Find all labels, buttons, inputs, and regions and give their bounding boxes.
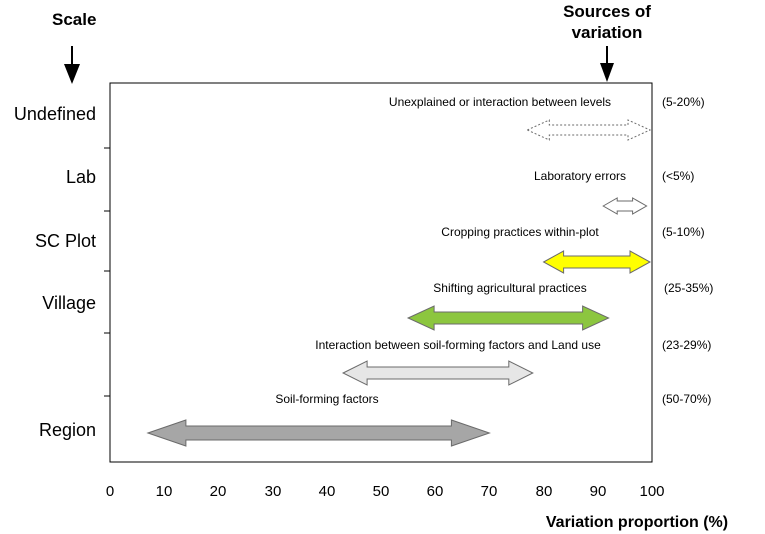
x-axis-tick-labels: 0 10 20 30 40 50 60 70 80 90 100	[106, 483, 665, 500]
x-tick-60: 60	[427, 483, 444, 500]
arrow-soil-forming	[146, 419, 491, 447]
range-label-interaction: (23-29%)	[662, 338, 711, 352]
scale-level-village: Village	[42, 293, 96, 313]
arrow-unexplained	[526, 119, 652, 141]
x-tick-40: 40	[319, 483, 336, 500]
x-tick-30: 30	[265, 483, 282, 500]
plot-frame	[109, 82, 653, 463]
range-label-shifting: (25-35%)	[664, 281, 713, 295]
sources-down-arrow-icon	[600, 46, 614, 82]
scale-header: Scale	[52, 10, 96, 29]
x-tick-50: 50	[373, 483, 390, 500]
source-label-shifting: Shifting agricultural practices	[433, 281, 586, 295]
x-tick-0: 0	[106, 483, 114, 500]
arrow-cropping	[542, 250, 652, 274]
range-label-soil-forming: (50-70%)	[662, 392, 711, 406]
x-axis-label: Variation proportion (%)	[546, 514, 728, 531]
x-tick-70: 70	[481, 483, 498, 500]
range-label-unexplained: (5-20%)	[662, 95, 705, 109]
y-axis-ticks	[104, 147, 110, 397]
x-tick-80: 80	[536, 483, 553, 500]
range-label-cropping: (5-10%)	[662, 225, 705, 239]
arrow-shifting	[406, 305, 610, 331]
arrow-interaction	[341, 360, 534, 386]
range-label-laboratory: (<5%)	[662, 169, 694, 183]
x-tick-10: 10	[156, 483, 173, 500]
x-tick-90: 90	[590, 483, 607, 500]
x-tick-100: 100	[639, 483, 664, 500]
source-label-interaction: Interaction between soil-forming factors…	[315, 338, 601, 352]
source-arrows	[146, 119, 652, 447]
scale-level-sc-plot: SC Plot	[35, 231, 96, 251]
x-tick-20: 20	[210, 483, 227, 500]
source-label-soil-forming: Soil-forming factors	[275, 392, 378, 406]
source-label-unexplained: Unexplained or interaction between level…	[389, 95, 611, 109]
scale-down-arrow-icon	[64, 46, 80, 84]
scale-level-undefined: Undefined	[14, 104, 96, 124]
scale-level-region: Region	[39, 420, 96, 440]
source-label-cropping: Cropping practices within-plot	[441, 225, 599, 239]
sources-header-line1: Sources of	[563, 2, 651, 21]
arrow-laboratory	[602, 197, 648, 215]
sources-header-line2: variation	[572, 23, 643, 42]
scale-level-lab: Lab	[66, 167, 96, 187]
source-label-laboratory: Laboratory errors	[534, 169, 626, 183]
